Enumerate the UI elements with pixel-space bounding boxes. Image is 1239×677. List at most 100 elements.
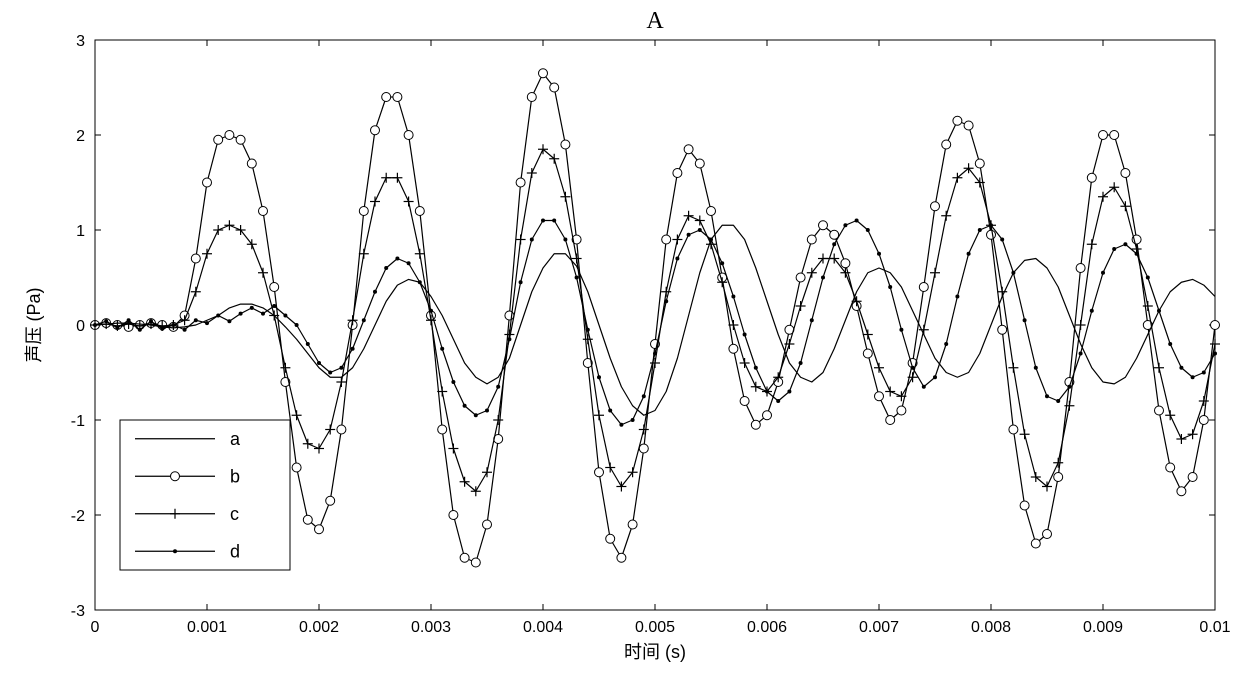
x-tick-label: 0.006: [747, 619, 787, 636]
series-b-marker: [1188, 473, 1197, 482]
series-d-marker: [407, 261, 411, 265]
series-d-marker: [754, 366, 758, 370]
series-b-marker: [1099, 131, 1108, 140]
series-d-marker: [899, 328, 903, 332]
series-d-marker: [1000, 238, 1004, 242]
series-b-marker: [875, 392, 884, 401]
series-d-marker: [306, 342, 310, 346]
series-d-marker: [496, 385, 500, 389]
series-d-marker: [608, 409, 612, 413]
series-d-marker: [138, 328, 142, 332]
series-b-marker: [550, 83, 559, 92]
series-b-marker: [964, 121, 973, 130]
series-d-marker: [843, 223, 847, 227]
series-b-marker: [225, 131, 234, 140]
series-b-marker: [662, 235, 671, 244]
series-b-marker: [247, 159, 256, 168]
series-b-marker: [841, 259, 850, 268]
series-b-marker: [527, 93, 536, 102]
series-b-marker: [763, 411, 772, 420]
series-b-marker: [483, 520, 492, 529]
series-d-marker: [115, 326, 119, 330]
series-d-marker: [575, 276, 579, 280]
legend-box: [120, 420, 290, 570]
series-d-line: [95, 221, 1215, 425]
y-tick-label: 0: [76, 318, 85, 335]
legend-label: c: [230, 504, 239, 524]
y-tick-label: 2: [76, 128, 85, 145]
series-d-marker: [552, 219, 556, 223]
series-d-marker: [765, 390, 769, 394]
series-b-marker: [740, 397, 749, 406]
series-d-marker: [541, 219, 545, 223]
series-b-marker: [1121, 169, 1130, 178]
series-b-marker: [359, 207, 368, 216]
series-d-marker: [1056, 399, 1060, 403]
series-d-marker: [250, 306, 254, 310]
series-d-marker: [855, 219, 859, 223]
series-b-marker: [214, 135, 223, 144]
series-b-marker: [516, 178, 525, 187]
series-d-marker: [944, 342, 948, 346]
x-tick-label: 0.001: [187, 619, 227, 636]
series-b-marker: [539, 69, 548, 78]
series-b-marker: [191, 254, 200, 263]
series-d-marker: [1168, 342, 1172, 346]
series-b-marker: [1009, 425, 1018, 434]
series-d-marker: [687, 233, 691, 237]
legend-label: b: [230, 467, 240, 487]
y-tick-label: 1: [76, 223, 85, 240]
series-d-marker: [463, 404, 467, 408]
series-b-marker: [1054, 473, 1063, 482]
series-d-marker: [888, 285, 892, 289]
series-d-marker: [1123, 242, 1127, 246]
series-b-marker: [819, 221, 828, 230]
legend-label: d: [230, 542, 240, 562]
series-d-marker: [642, 394, 646, 398]
series-d-marker: [485, 409, 489, 413]
series-d-marker: [440, 347, 444, 351]
series-b-marker: [259, 207, 268, 216]
series-b-marker: [404, 131, 413, 140]
series-b-marker: [707, 207, 716, 216]
y-tick-label: 3: [76, 33, 85, 50]
series-c-line: [95, 149, 1215, 491]
series-d-marker: [911, 366, 915, 370]
x-tick-label: 0.004: [523, 619, 563, 636]
series-b-marker: [886, 416, 895, 425]
series-d-marker: [967, 252, 971, 256]
x-axis-label: 时间 (s): [624, 642, 686, 662]
series-b-marker: [292, 463, 301, 472]
series-d-marker: [1112, 247, 1116, 251]
series-d-marker: [698, 228, 702, 232]
series-b-marker: [326, 496, 335, 505]
series-b-marker: [695, 159, 704, 168]
series-d-marker: [586, 328, 590, 332]
series-d-marker: [362, 318, 366, 322]
series-d-marker: [395, 257, 399, 261]
series-b-marker: [606, 534, 615, 543]
y-tick-label: -2: [71, 508, 85, 525]
series-d-marker: [978, 228, 982, 232]
series-d-marker: [194, 318, 198, 322]
series-b-marker: [751, 420, 760, 429]
series-b-marker: [729, 344, 738, 353]
x-tick-label: 0: [91, 619, 100, 636]
series-d-marker: [351, 347, 355, 351]
series-d-marker: [832, 242, 836, 246]
series-d-marker: [1146, 276, 1150, 280]
series-b-marker: [561, 140, 570, 149]
series-d-marker: [933, 375, 937, 379]
series-b-marker: [1031, 539, 1040, 548]
series-d-marker: [675, 257, 679, 261]
series-d-marker: [1045, 394, 1049, 398]
x-tick-label: 0.003: [411, 619, 451, 636]
series-b-marker: [796, 273, 805, 282]
series-b-marker: [617, 553, 626, 562]
x-tick-label: 0.008: [971, 619, 1011, 636]
series-b-marker: [393, 93, 402, 102]
series-b-marker: [460, 553, 469, 562]
series-b-marker: [1020, 501, 1029, 510]
series-b-marker: [382, 93, 391, 102]
y-tick-label: -1: [71, 413, 85, 430]
